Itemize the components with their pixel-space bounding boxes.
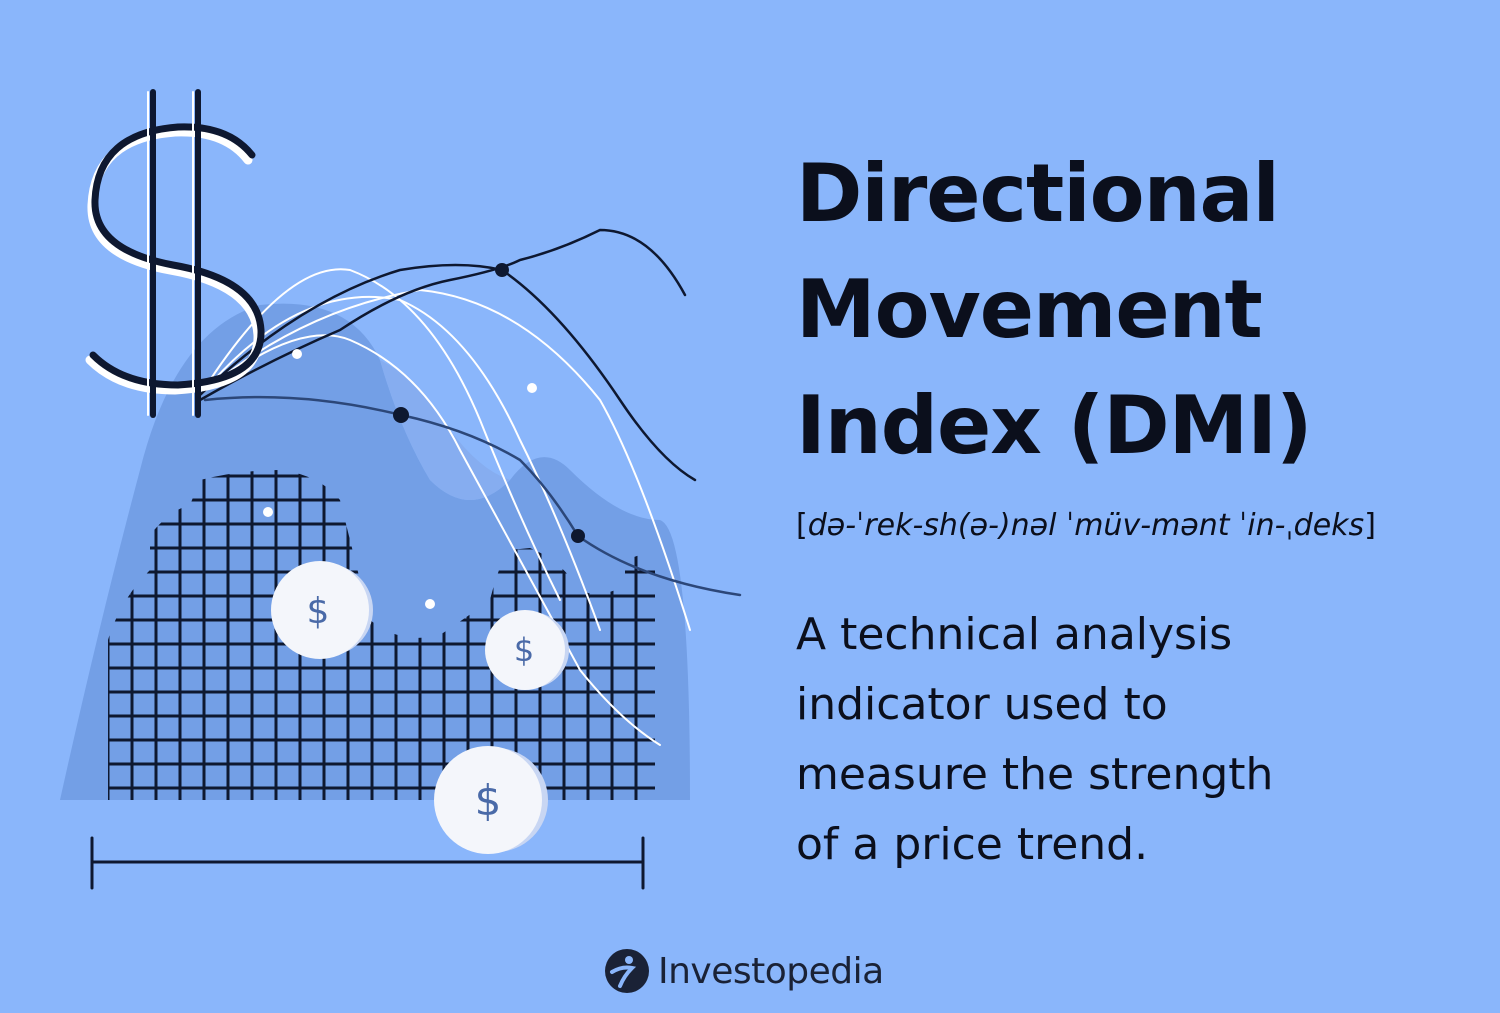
pronunciation-bracket-close: ] <box>1364 508 1376 543</box>
title-line: Movement <box>796 263 1263 356</box>
coin-symbol: $ <box>307 591 330 632</box>
page-title: Directional Movement Index (DMI) <box>796 136 1486 484</box>
coin-symbol: $ <box>514 631 534 669</box>
description-line: indicator used to <box>796 679 1168 730</box>
coin-dollar-icon: $ <box>485 610 569 690</box>
title-line: Index (DMI) <box>796 379 1313 472</box>
description-line: measure the strength <box>796 749 1274 800</box>
brand-name: Investopedia <box>658 950 884 992</box>
coin-symbol: $ <box>475 776 502 825</box>
description: A technical analysis indicator used to m… <box>796 600 1416 880</box>
pronunciation: [də-ˈrek-sh(ə-)nəl ˈmüv-mənt ˈin-ˌdeks] <box>796 508 1486 543</box>
mountain-highlight <box>380 360 510 500</box>
trend-lines <box>198 228 742 746</box>
description-line: of a price trend. <box>796 819 1149 870</box>
timeline-bracket <box>90 836 645 890</box>
pronunciation-bracket-open: [ <box>796 508 808 543</box>
description-line: A technical analysis <box>796 609 1233 660</box>
brand-logo: Investopedia <box>604 944 884 998</box>
coin-dollar-icon: $ <box>271 561 373 659</box>
investopedia-logo-icon <box>605 949 649 993</box>
pronunciation-text: də-ˈrek-sh(ə-)nəl ˈmüv-mənt ˈin-ˌdeks <box>807 508 1365 543</box>
dollar-sign-icon <box>85 89 265 418</box>
coin-dollar-icon: $ <box>434 746 548 854</box>
trend-points <box>263 263 585 609</box>
dmi-illustration: $ $ $ <box>60 89 742 890</box>
title-line: Directional <box>796 147 1280 240</box>
